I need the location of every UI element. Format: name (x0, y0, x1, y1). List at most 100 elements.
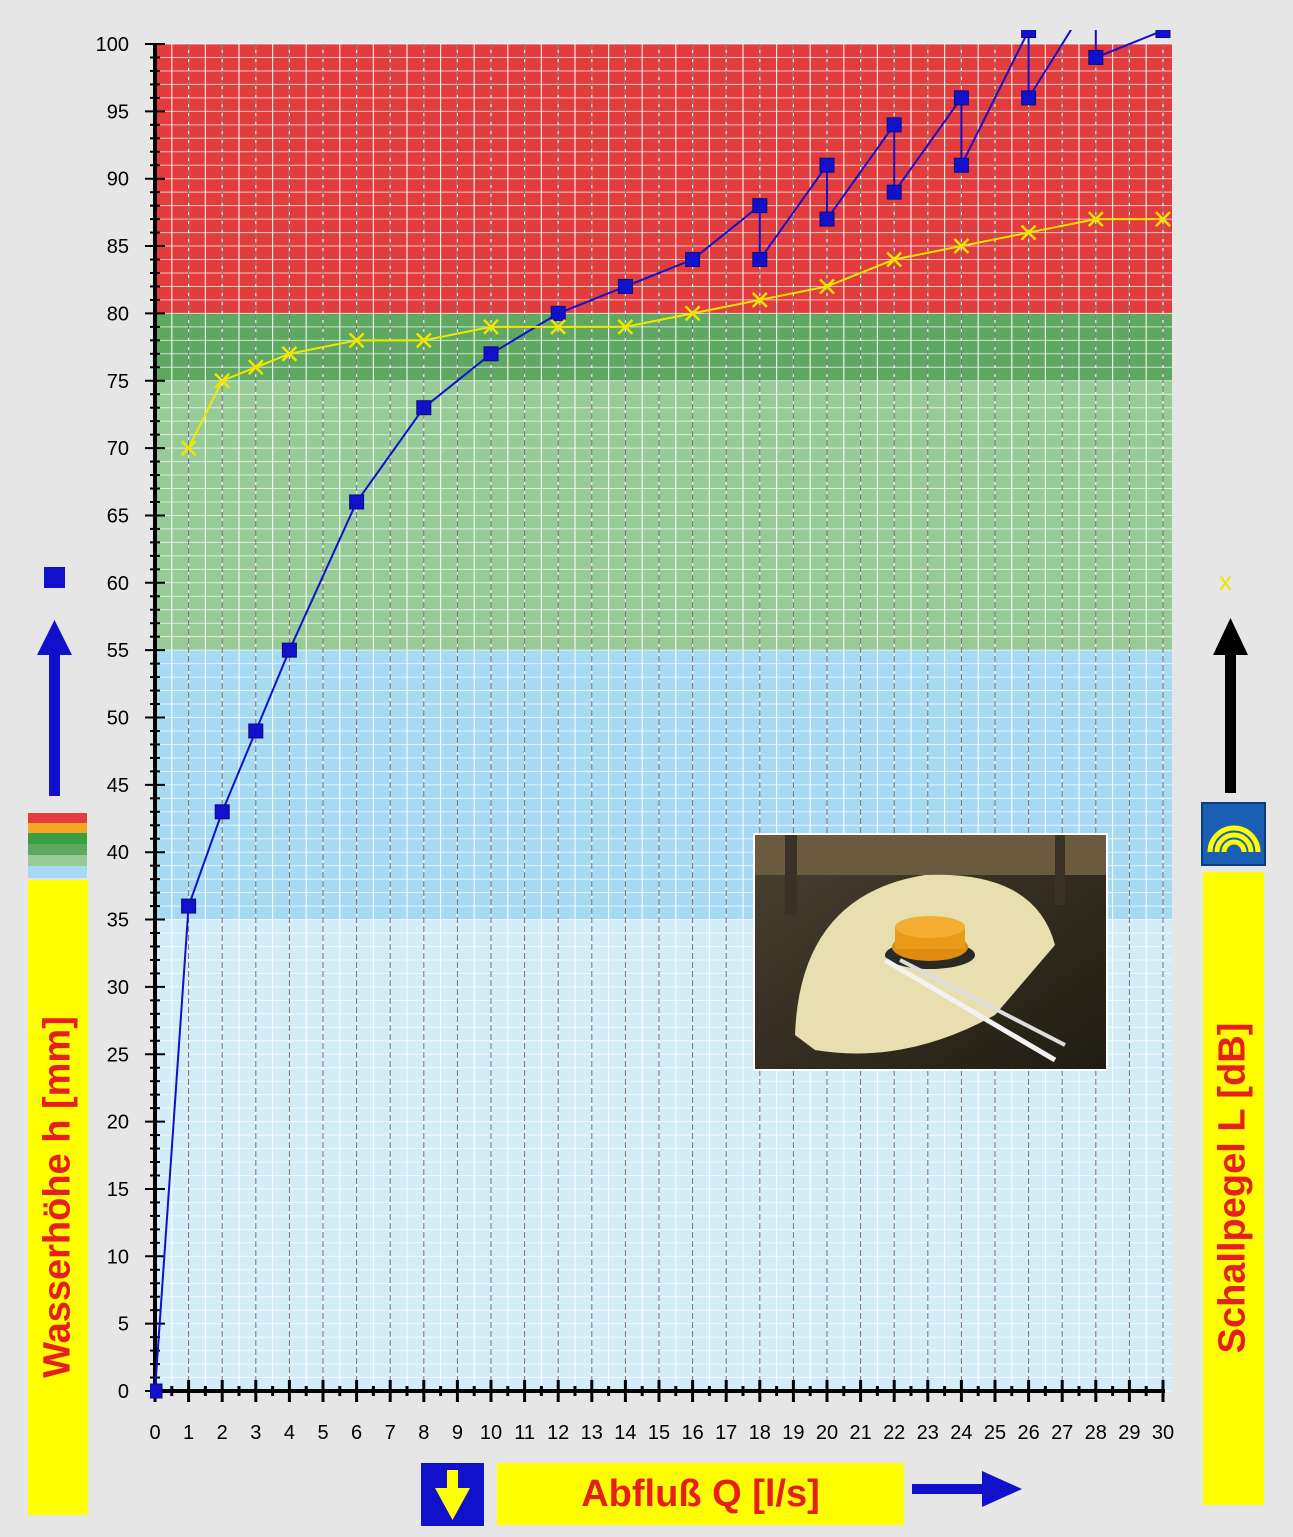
x-tick-label: 30 (1152, 1422, 1174, 1444)
x-mark-b (281, 345, 298, 362)
tick-labels: 0510152025303540455055606570758085909510… (96, 34, 1175, 1444)
y-tick-label: 35 (107, 910, 129, 932)
y-tick-label: 30 (107, 977, 129, 999)
down-arrow-icon (421, 1463, 484, 1526)
y-tick-label: 15 (107, 1179, 129, 1201)
series-0-point (886, 184, 902, 200)
series-0-point (953, 157, 969, 173)
series-1-point (483, 318, 499, 335)
series-1-point (1087, 211, 1104, 227)
series-1-point (214, 372, 231, 389)
series-0-point (752, 198, 768, 214)
series-0-point (1088, 49, 1104, 65)
up-arrow-shaft (49, 650, 60, 796)
series-1-point (819, 278, 835, 295)
right-arrow-icon (912, 1471, 1022, 1507)
x-mark-b (348, 332, 365, 349)
x-mark-b (214, 372, 231, 389)
series-0-line (154, 30, 1164, 1392)
right-up-arrow-shaft (1225, 650, 1236, 793)
series-1-point (415, 332, 432, 349)
band-75-80 (155, 313, 1172, 381)
series-0-point (1155, 30, 1171, 39)
x-tick-label: 24 (950, 1422, 972, 1444)
y-tick-label: 75 (107, 371, 129, 393)
x-tick-label: 2 (217, 1422, 228, 1444)
x-tick-label: 7 (385, 1422, 396, 1444)
logo-icon (1201, 802, 1266, 866)
y-axis-label: Wasserhöhe h [mm] (36, 1016, 79, 1378)
chart-grid (154, 43, 1172, 1392)
x-tick-label: 12 (547, 1422, 569, 1444)
x-tick-label: 1 (183, 1422, 194, 1444)
x-tick-label: 22 (883, 1422, 905, 1444)
y-tick-label: 65 (107, 505, 129, 527)
x-tick-label: 9 (452, 1422, 463, 1444)
x-tick-label: 15 (648, 1422, 670, 1444)
x-tick-label: 10 (480, 1422, 502, 1444)
x-tick-label: 25 (984, 1422, 1006, 1444)
series-0-point (819, 211, 835, 227)
y-series-marker-icon (44, 567, 65, 588)
x-tick-label: 11 (514, 1422, 535, 1444)
y-tick-label: 0 (118, 1381, 129, 1403)
y-tick-label: 100 (96, 34, 129, 56)
x-axis-label: Abfluß Q [l/s] (581, 1472, 820, 1515)
series-1-point (684, 305, 701, 322)
y-tick-label: 90 (107, 169, 129, 191)
x-mark-b (483, 318, 499, 335)
x-mark-b (1087, 211, 1104, 227)
x-tick-label: 3 (250, 1422, 261, 1444)
y2-axis-label-box (1203, 872, 1264, 1505)
series-1-point (617, 318, 634, 335)
y-axis-label-box (28, 880, 88, 1515)
x-mark-b (751, 292, 768, 308)
y-tick-label: 5 (118, 1314, 129, 1336)
level-legend-icon (28, 813, 87, 878)
series-1-point (953, 238, 970, 254)
x-tick-label: 20 (816, 1422, 838, 1444)
y-tick-label: 10 (107, 1246, 129, 1268)
x-mark-b (953, 238, 970, 254)
y-tick-label: 95 (107, 101, 129, 123)
series-0-point (214, 804, 230, 820)
y-tick-label: 70 (107, 438, 129, 460)
y-tick-label: 55 (107, 640, 129, 662)
y-tick-label: 50 (107, 708, 129, 730)
x-tick-label: 5 (317, 1422, 328, 1444)
series-layer (150, 30, 1171, 1399)
x-tick-label: 0 (149, 1422, 160, 1444)
x-tick-label: 17 (715, 1422, 737, 1444)
y2-axis-label: Schallpegel L [dB] (1211, 1022, 1254, 1354)
series-0-point (1021, 30, 1037, 39)
up-arrow-icon (37, 620, 72, 655)
x-mark-b (415, 332, 432, 349)
series-0-point (1021, 90, 1037, 106)
series-0-point (416, 400, 432, 416)
x-mark-b (180, 440, 197, 456)
x-tick-label: 18 (749, 1422, 771, 1444)
series-1-point (751, 292, 768, 308)
x-mark-b (247, 359, 264, 376)
series-0-point (483, 346, 499, 362)
series-0-point (349, 494, 365, 510)
series-0-point (281, 642, 297, 658)
y-tick-label: 80 (107, 303, 129, 325)
series-1-point (348, 332, 365, 349)
product-photo (753, 833, 1108, 1071)
series-0-point (886, 117, 902, 133)
x-tick-label: 13 (581, 1422, 603, 1444)
x-mark-b (1020, 224, 1037, 241)
x-mark-b (684, 305, 701, 322)
series-1-point (550, 318, 567, 335)
x-tick-label: 19 (782, 1422, 804, 1444)
series-1-point (180, 440, 197, 456)
series-0-point (150, 1383, 163, 1399)
series-0-point (685, 252, 701, 268)
series-0-point (181, 898, 197, 914)
y-tick-label: 25 (107, 1044, 129, 1066)
y2-series-marker-icon: x (1219, 566, 1232, 596)
y-tick-label: 85 (107, 236, 129, 258)
x-tick-label: 21 (849, 1422, 871, 1444)
